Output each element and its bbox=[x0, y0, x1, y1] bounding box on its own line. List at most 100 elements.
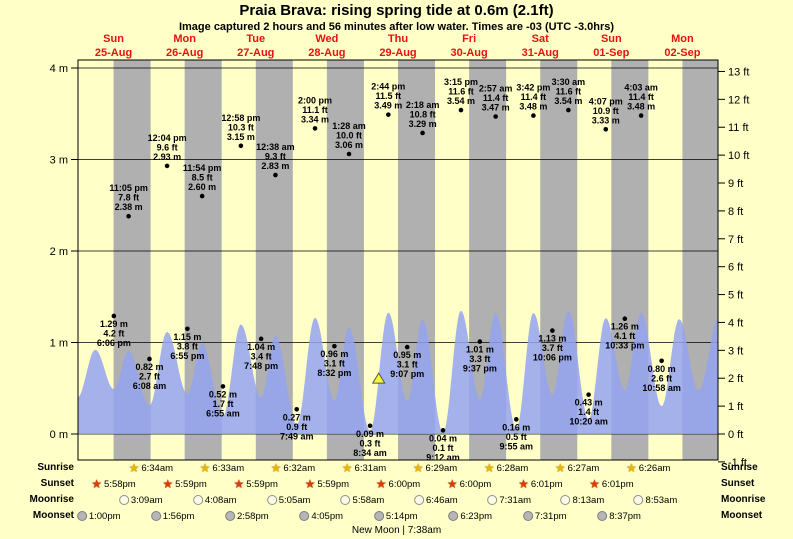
tide-event-label-high: 2:00 pm 11.1 ft 3.34 m bbox=[298, 95, 332, 124]
day-label: Fri bbox=[462, 33, 476, 45]
sunrise-star-icon: ★ bbox=[412, 461, 424, 475]
tide-event-label-line: 9:12 am bbox=[426, 452, 460, 462]
moonset-time: 7:31pm bbox=[534, 510, 567, 522]
tide-event-label-line: 2:44 pm bbox=[371, 82, 405, 92]
tide-event-label-high: 2:18 am 10.8 ft 3.29 m bbox=[406, 100, 440, 129]
tide-event-label-high: 11:54 pm 8.5 ft 2.60 m bbox=[183, 163, 222, 192]
tide-event-label-line: 2:18 am bbox=[406, 100, 440, 110]
tide-event-label-low: 0.09 m 0.3 ft 8:34 am bbox=[353, 429, 387, 458]
tide-event-dot bbox=[111, 313, 117, 319]
tide-event-label-line: 2:57 am bbox=[479, 83, 513, 93]
sunset-star-icon: ★ bbox=[91, 477, 103, 491]
day-label: Wed bbox=[315, 33, 338, 45]
left-axis-label: 1 m bbox=[50, 338, 68, 350]
tide-event-label-line: 11.5 ft bbox=[376, 91, 402, 101]
moonset-icon bbox=[299, 511, 310, 521]
tide-event-label-line: 3.54 m bbox=[554, 96, 582, 106]
moonset-time: 4:05pm bbox=[311, 510, 344, 522]
tide-event-dot bbox=[147, 356, 152, 362]
tide-event-dot bbox=[126, 213, 131, 219]
sunset-entry: ★ 6:00pm bbox=[447, 477, 491, 491]
tide-event-label-line: 3.7 ft bbox=[542, 343, 563, 353]
tide-wave bbox=[78, 310, 718, 434]
day-label: Sun bbox=[601, 33, 622, 45]
right-axis-label: 4 ft bbox=[728, 317, 743, 329]
tide-event-label-line: 11.4 ft bbox=[628, 92, 654, 102]
right-axis-label: 13 ft bbox=[728, 66, 749, 78]
sunrise-time: 6:34am bbox=[141, 462, 174, 474]
day-date-label: 26-Aug bbox=[166, 47, 203, 59]
sunrise-entry: ★ 6:33am bbox=[200, 461, 244, 475]
tide-event-dot bbox=[386, 112, 391, 117]
tide-event-label-line: 3.47 m bbox=[482, 102, 510, 112]
tide-event-label-line: 0.09 m bbox=[356, 429, 384, 439]
sunset-time: 5:59pm bbox=[175, 478, 207, 490]
sunset-star-icon: ★ bbox=[304, 477, 316, 491]
tide-event-label-high: 3:15 pm 11.6 ft 3.54 m bbox=[444, 77, 478, 106]
tide-event-label-high: 4:03 am 11.4 ft 3.48 m bbox=[624, 83, 658, 112]
right-axis-label: -1 ft bbox=[728, 457, 747, 469]
tide-event-dot bbox=[622, 316, 628, 322]
right-axis-label: 3 ft bbox=[728, 345, 743, 357]
tide-event-dot bbox=[550, 328, 555, 333]
left-axis-label: 3 m bbox=[50, 155, 68, 167]
tide-event-label-line: 3:15 pm bbox=[444, 77, 478, 87]
tide-event-dot bbox=[586, 392, 591, 397]
moonset-entry: 2:58pm bbox=[224, 509, 269, 523]
tide-event-label-line: 2:00 pm bbox=[298, 95, 332, 105]
plot-border bbox=[77, 59, 719, 461]
moonrise-time: 7:31am bbox=[499, 494, 532, 506]
sunrise-entry: ★ 6:27am bbox=[555, 461, 599, 475]
sunset-entry: ★ 5:59pm bbox=[162, 477, 206, 491]
sunrise-star-icon: ★ bbox=[554, 461, 566, 475]
tide-event-label-line: 3:42 pm bbox=[516, 83, 550, 93]
right-axis-label: 5 ft bbox=[728, 290, 743, 302]
tide-event-dot bbox=[603, 127, 609, 132]
sunrise-entry: ★ 6:34am bbox=[129, 461, 173, 475]
tide-event-label-line: 10.0 ft bbox=[336, 131, 362, 141]
moonrise-time: 8:53am bbox=[645, 494, 678, 506]
tide-event-label-line: 3.33 m bbox=[592, 115, 620, 125]
tide-event-label-line: 8:32 pm bbox=[317, 368, 351, 378]
sunset-entry: ★ 5:59pm bbox=[233, 477, 277, 491]
moonset-entry: 8:37pm bbox=[597, 509, 641, 523]
tide-event-label-high: 4:07 pm 10.9 ft 3.33 m bbox=[589, 96, 623, 125]
moonset-entry: 4:05pm bbox=[299, 509, 343, 523]
tide-event-label-low: 1.26 m 4.1 ft 10:33 pm bbox=[605, 322, 644, 351]
sunset-time: 5:59pm bbox=[246, 478, 278, 490]
sunset-label-right: Sunset bbox=[721, 478, 755, 489]
tide-event-label-line: 9.6 ft bbox=[157, 142, 178, 152]
sunrise-entry: ★ 6:29am bbox=[413, 461, 457, 475]
sunset-entry: ★ 5:58pm bbox=[91, 477, 135, 491]
tide-event-label-low: 0.27 m 0.9 ft 7:49 am bbox=[280, 412, 314, 441]
day-date-label: 02-Sep bbox=[664, 47, 700, 59]
day-date-label: 28-Aug bbox=[308, 47, 345, 59]
tide-event-label-high: 12:04 pm 9.6 ft 2.93 m bbox=[148, 133, 187, 162]
tide-event-label-high: 1:28 am 10.0 ft 3.06 m bbox=[332, 121, 366, 150]
tide-event-label-line: 0.3 ft bbox=[360, 438, 381, 448]
tide-event-label-line: 10:20 am bbox=[569, 417, 608, 427]
sunset-star-icon: ★ bbox=[375, 477, 387, 491]
moonset-entry: 5:14pm bbox=[373, 509, 418, 523]
sunrise-time: 6:28am bbox=[496, 462, 529, 474]
tide-event-label-line: 3.15 m bbox=[227, 132, 255, 142]
sunrise-star-icon: ★ bbox=[270, 461, 282, 475]
sunrise-star-icon: ★ bbox=[341, 461, 353, 475]
moonrise-time: 5:58am bbox=[352, 494, 385, 506]
moonrise-time: 4:08am bbox=[204, 494, 237, 506]
tide-event-dot bbox=[199, 193, 205, 199]
moonrise-time: 3:09am bbox=[130, 494, 163, 506]
tide-event-label-line: 11.1 ft bbox=[302, 105, 328, 115]
left-axis-label: 0 m bbox=[50, 429, 68, 441]
tide-event-label-line: 3.49 m bbox=[374, 101, 402, 111]
moonset-label-left: Moonset bbox=[32, 510, 74, 521]
day-date-label: 30-Aug bbox=[450, 47, 487, 59]
tide-event-label-line: 0.82 m bbox=[135, 362, 163, 372]
tide-event-label-line: 0.80 m bbox=[648, 364, 676, 374]
day-label: Tue bbox=[246, 33, 265, 45]
sunrise-label-right: Sunrise bbox=[721, 462, 758, 473]
tide-event-label-low: 1.04 m 3.4 ft 7:48 pm bbox=[244, 342, 278, 371]
tide-event-label-line: 3.54 m bbox=[447, 96, 475, 106]
sunset-time: 5:59pm bbox=[317, 478, 350, 490]
